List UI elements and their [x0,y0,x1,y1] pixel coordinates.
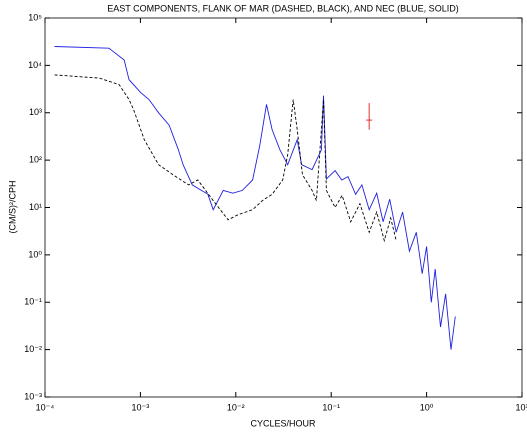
y-tick-label: 10⁴ [28,60,42,70]
y-tick-label: 10¹ [29,202,42,212]
spectrum-line [54,74,397,243]
y-tick-label: 10⁰ [28,249,42,259]
x-tick-label: 10⁻³ [132,402,150,412]
y-axis-label: (CM/S)²/CPH [7,181,17,234]
y-tick-label: 10⁻³ [24,391,42,401]
y-tick-label: 10⁻² [24,344,42,354]
x-tick-label: 10¹ [515,402,527,412]
x-axis-label: CYCLES/HOUR [250,418,316,428]
y-tick-label: 10³ [29,107,42,117]
chart-title: EAST COMPONENTS, FLANK OF MAR (DASHED, B… [107,3,458,13]
x-tick-label: 10⁻⁴ [36,402,55,412]
y-tick-label: 10⁵ [28,12,42,22]
y-tick-label: 10² [29,155,42,165]
x-tick-label: 10⁻¹ [322,402,340,412]
y-tick-label: 10⁻¹ [24,297,42,307]
spectrum-line [54,46,456,350]
x-tick-label: 10⁻² [227,402,245,412]
x-tick-label: 10⁰ [420,402,434,412]
